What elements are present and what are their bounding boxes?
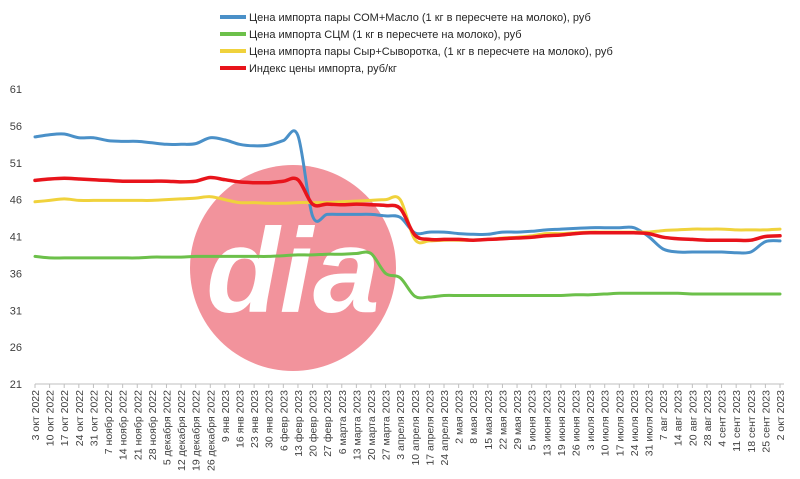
watermark-circle bbox=[190, 165, 396, 371]
x-tick-label: 3 окт 2022 bbox=[30, 390, 42, 441]
x-tick-label: 3 июля 2023 bbox=[585, 390, 597, 451]
x-tick-label: 8 мая 2023 bbox=[468, 390, 480, 444]
x-tick-label: 7 авг 2023 bbox=[658, 390, 670, 440]
x-tick-label: 13 марта 2023 bbox=[351, 390, 363, 460]
y-tick-label: 61 bbox=[10, 84, 22, 96]
x-tick-label: 28 ноябр 2022 bbox=[147, 390, 159, 460]
legend-label: Цена импорта пары Сыр+Сыворотка, (1 кг в… bbox=[249, 46, 613, 58]
x-tick-label: 5 июня 2023 bbox=[527, 390, 539, 450]
series-line-scm bbox=[33, 250, 782, 300]
x-tick-label: 17 окт 2022 bbox=[59, 390, 71, 446]
legend: Цена импорта пары СОМ+Масло (1 кг в пере… bbox=[220, 12, 613, 75]
legend-label: Индекс цены импорта, руб/кг bbox=[249, 63, 397, 75]
x-tick-label: 26 декабря 2022 bbox=[205, 390, 217, 471]
x-tick-label: 13 июня 2023 bbox=[541, 390, 553, 456]
x-tick-label: 17 апреля 2023 bbox=[424, 390, 436, 466]
legend-label: Цена импорта пары СОМ+Масло (1 кг в пере… bbox=[249, 12, 591, 24]
x-tick-label: 24 окт 2022 bbox=[74, 390, 86, 446]
x-tick-label: 3 апреля 2023 bbox=[395, 390, 407, 460]
x-tick-label: 24 апреля 2023 bbox=[439, 390, 451, 466]
x-tick-label: 13 февр 2023 bbox=[293, 390, 305, 457]
watermark-text: dia bbox=[206, 204, 379, 338]
x-tick-label: 21 ноябр 2022 bbox=[132, 390, 144, 460]
x-tick-label: 31 июля 2023 bbox=[644, 390, 656, 456]
series-line-com-maslo bbox=[33, 129, 782, 255]
x-tick-label: 5 декабря 2022 bbox=[161, 390, 173, 465]
x-tick-label: 10 окт 2022 bbox=[45, 390, 57, 446]
y-tick-label: 36 bbox=[10, 268, 22, 280]
x-tick-label: 24 июля 2023 bbox=[629, 390, 641, 456]
y-tick-label: 56 bbox=[10, 121, 22, 133]
series-line-import-index bbox=[33, 175, 782, 243]
x-tick-label: 7 ноябр 2022 bbox=[103, 390, 115, 454]
x-tick-label: 25 сент 2023 bbox=[760, 390, 772, 453]
y-tick-label: 51 bbox=[10, 158, 22, 170]
x-tick-label: 10 июля 2023 bbox=[600, 390, 612, 456]
x-tick-label: 18 сент 2023 bbox=[746, 390, 758, 453]
x-tick-label: 2 мая 2023 bbox=[454, 390, 466, 444]
dia-watermark-logo: dia bbox=[190, 165, 396, 371]
x-tick-label: 20 авг 2023 bbox=[687, 390, 699, 446]
x-tick-label: 2 окт 2023 bbox=[775, 390, 787, 441]
y-tick-label: 26 bbox=[10, 342, 22, 354]
x-tick-label: 15 мая 2023 bbox=[483, 390, 495, 450]
x-tick-label: 31 окт 2022 bbox=[88, 390, 100, 446]
x-tick-label: 23 янв 2023 bbox=[249, 390, 261, 448]
x-tick-label: 20 марта 2023 bbox=[366, 390, 378, 460]
x-tick-label: 14 авг 2023 bbox=[673, 390, 685, 446]
x-tick-label: 6 марта 2023 bbox=[337, 390, 349, 454]
y-tick-label: 21 bbox=[10, 379, 22, 391]
y-tick-label: 46 bbox=[10, 195, 22, 207]
x-tick-label: 17 июля 2023 bbox=[614, 390, 626, 456]
x-tick-label: 26 июня 2023 bbox=[570, 390, 582, 456]
x-tick-label: 20 февр 2023 bbox=[308, 390, 320, 457]
y-tick-label: 41 bbox=[10, 232, 22, 244]
x-tick-label: 9 янв 2023 bbox=[220, 390, 232, 442]
x-tick-label: 16 янв 2023 bbox=[235, 390, 247, 448]
x-tick-label: 6 февр 2023 bbox=[278, 390, 290, 451]
x-tick-label: 27 марта 2023 bbox=[381, 390, 393, 460]
x-tick-label: 30 янв 2023 bbox=[264, 390, 276, 448]
legend-label: Цена импорта СЦМ (1 кг в пересчете на мо… bbox=[249, 29, 522, 41]
x-tick-label: 14 ноябр 2022 bbox=[118, 390, 130, 460]
x-tick-label: 19 декабря 2022 bbox=[191, 390, 203, 471]
x-tick-label: 28 авг 2023 bbox=[702, 390, 714, 446]
x-tick-label: 19 июня 2023 bbox=[556, 390, 568, 456]
x-tick-label: 4 сент 2023 bbox=[717, 390, 729, 447]
x-tick-label: 22 мая 2023 bbox=[497, 390, 509, 450]
x-tick-label: 12 декабря 2022 bbox=[176, 390, 188, 471]
x-tick-label: 10 апреля 2023 bbox=[410, 390, 422, 466]
x-tick-label: 29 мая 2023 bbox=[512, 390, 524, 450]
x-tick-label: 11 сент 2023 bbox=[731, 390, 743, 452]
x-tick-label: 27 февр 2023 bbox=[322, 390, 334, 457]
series-lines bbox=[33, 129, 782, 300]
y-tick-label: 31 bbox=[10, 305, 22, 317]
